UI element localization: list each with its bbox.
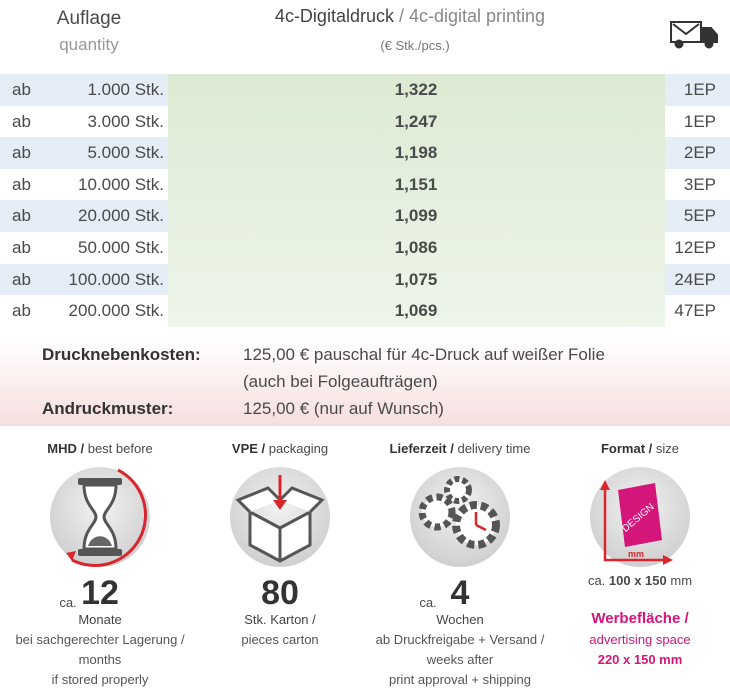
quantity: 10.000 Stk. xyxy=(77,174,164,194)
header-print-part: 4c-Digitaldruck xyxy=(274,6,394,26)
shipping: 1EP xyxy=(683,80,716,99)
header-unit: (€ Stk./pcs.) xyxy=(380,38,450,53)
feature-line: weeks after xyxy=(426,652,494,667)
price: 1,086 xyxy=(394,238,438,257)
promo-title: Werbefläche / xyxy=(591,610,689,627)
feature-line: ab Druckfreigabe + Versand / xyxy=(375,632,545,647)
feature-value: 4 xyxy=(450,574,470,612)
feature-title-part: VPE / xyxy=(231,441,266,456)
cost-label: Drucknebenkosten: xyxy=(42,345,201,364)
feature-line: print approval + shipping xyxy=(388,672,532,687)
cost-label: Andruckmuster: xyxy=(42,399,174,418)
format-icon: DESIGN mm xyxy=(590,467,690,567)
header-quantity-en: quantity xyxy=(59,35,119,54)
feature-line: if stored properly xyxy=(51,672,149,687)
header-quantity: Auflage xyxy=(56,8,122,29)
quantity: 20.000 Stk. xyxy=(77,206,164,226)
quantity: 100.000 Stk. xyxy=(68,269,164,289)
promo-line: advertising space xyxy=(589,632,691,647)
hourglass-icon xyxy=(50,467,150,568)
price: 1,198 xyxy=(394,143,438,163)
header-print: 4c-Digitaldruck / 4c-digital printing xyxy=(275,6,545,27)
shipping: 3EP xyxy=(683,174,716,194)
quantity: 50.000 Stk. xyxy=(77,238,164,257)
prefix: ab xyxy=(12,80,31,99)
price: 1,069 xyxy=(394,301,438,321)
promo-size: 220 x 150 mm xyxy=(597,652,683,667)
quantity: 200.000 Stk. xyxy=(68,301,164,321)
price: 1,099 xyxy=(394,206,438,226)
feature-size-part: 100 x 150 xyxy=(608,573,667,588)
feature-value: 12 xyxy=(81,574,119,612)
feature-value: 80 xyxy=(261,574,299,612)
price: 1,322 xyxy=(394,80,438,99)
truck-icon xyxy=(670,21,718,49)
header-print-part: / 4c-digital printing xyxy=(398,6,546,26)
feature-line: Wochen xyxy=(436,612,484,627)
feature-line: pieces carton xyxy=(241,632,319,647)
feature-title: Format / size xyxy=(601,441,679,456)
feature-title-part: delivery time xyxy=(457,441,531,456)
gears-icon xyxy=(410,467,510,567)
price-column xyxy=(168,74,665,327)
prefix: ab xyxy=(12,206,31,226)
prefix: ab xyxy=(12,238,31,257)
prefix: ab xyxy=(12,301,31,321)
feature-size: ca. 100 x 150 mm xyxy=(588,573,692,588)
feature-prefix: ca. xyxy=(59,595,77,610)
shipping: 47EP xyxy=(674,301,716,321)
feature-title: MHD / best before xyxy=(47,441,153,456)
feature-title-part: MHD / xyxy=(47,441,85,456)
feature-line: Monate xyxy=(78,612,122,627)
feature-size-part: mm xyxy=(670,573,693,588)
quantity: 5.000 Stk. xyxy=(87,143,164,163)
feature-prefix: ca. xyxy=(419,595,437,610)
icon-unit: mm xyxy=(628,549,644,559)
feature-title: Lieferzeit / delivery time xyxy=(390,441,531,456)
feature-title-part: best before xyxy=(87,441,153,456)
price: 1,075 xyxy=(394,269,438,289)
prefix: ab xyxy=(12,174,31,194)
feature-line: Stk. Karton / xyxy=(244,612,316,627)
feature-title-part: Lieferzeit / xyxy=(389,441,454,456)
feature-line: bei sachgerechter Lagerung / xyxy=(15,632,185,647)
cost-line: (auch bei Folgeaufträgen) xyxy=(243,372,438,391)
quantity: 3.000 Stk. xyxy=(87,111,164,131)
feature-title-part: size xyxy=(655,441,680,456)
feature-title: VPE / packaging xyxy=(232,441,328,456)
cost-line: 125,00 € pauschal für 4c-Druck auf weiße… xyxy=(243,345,605,364)
cost-band xyxy=(0,340,730,426)
shipping: 24EP xyxy=(674,269,716,289)
feature-title-part: Format / xyxy=(600,441,653,456)
feature-size-part: ca. xyxy=(587,573,606,588)
price: 1,151 xyxy=(394,174,438,194)
feature-title-part: packaging xyxy=(268,441,329,456)
prefix: ab xyxy=(12,269,31,289)
feature-line: months xyxy=(78,652,122,667)
prefix: ab xyxy=(12,143,31,163)
shipping: 1EP xyxy=(683,111,716,131)
shipping: 5EP xyxy=(683,206,716,226)
cost-line: 125,00 € (nur auf Wunsch) xyxy=(243,399,444,418)
price: 1,247 xyxy=(394,111,438,131)
quantity: 1.000 Stk. xyxy=(87,80,164,99)
box-icon xyxy=(230,467,330,567)
shipping: 2EP xyxy=(683,143,716,163)
shipping: 12EP xyxy=(674,238,716,257)
prefix: ab xyxy=(12,111,31,131)
